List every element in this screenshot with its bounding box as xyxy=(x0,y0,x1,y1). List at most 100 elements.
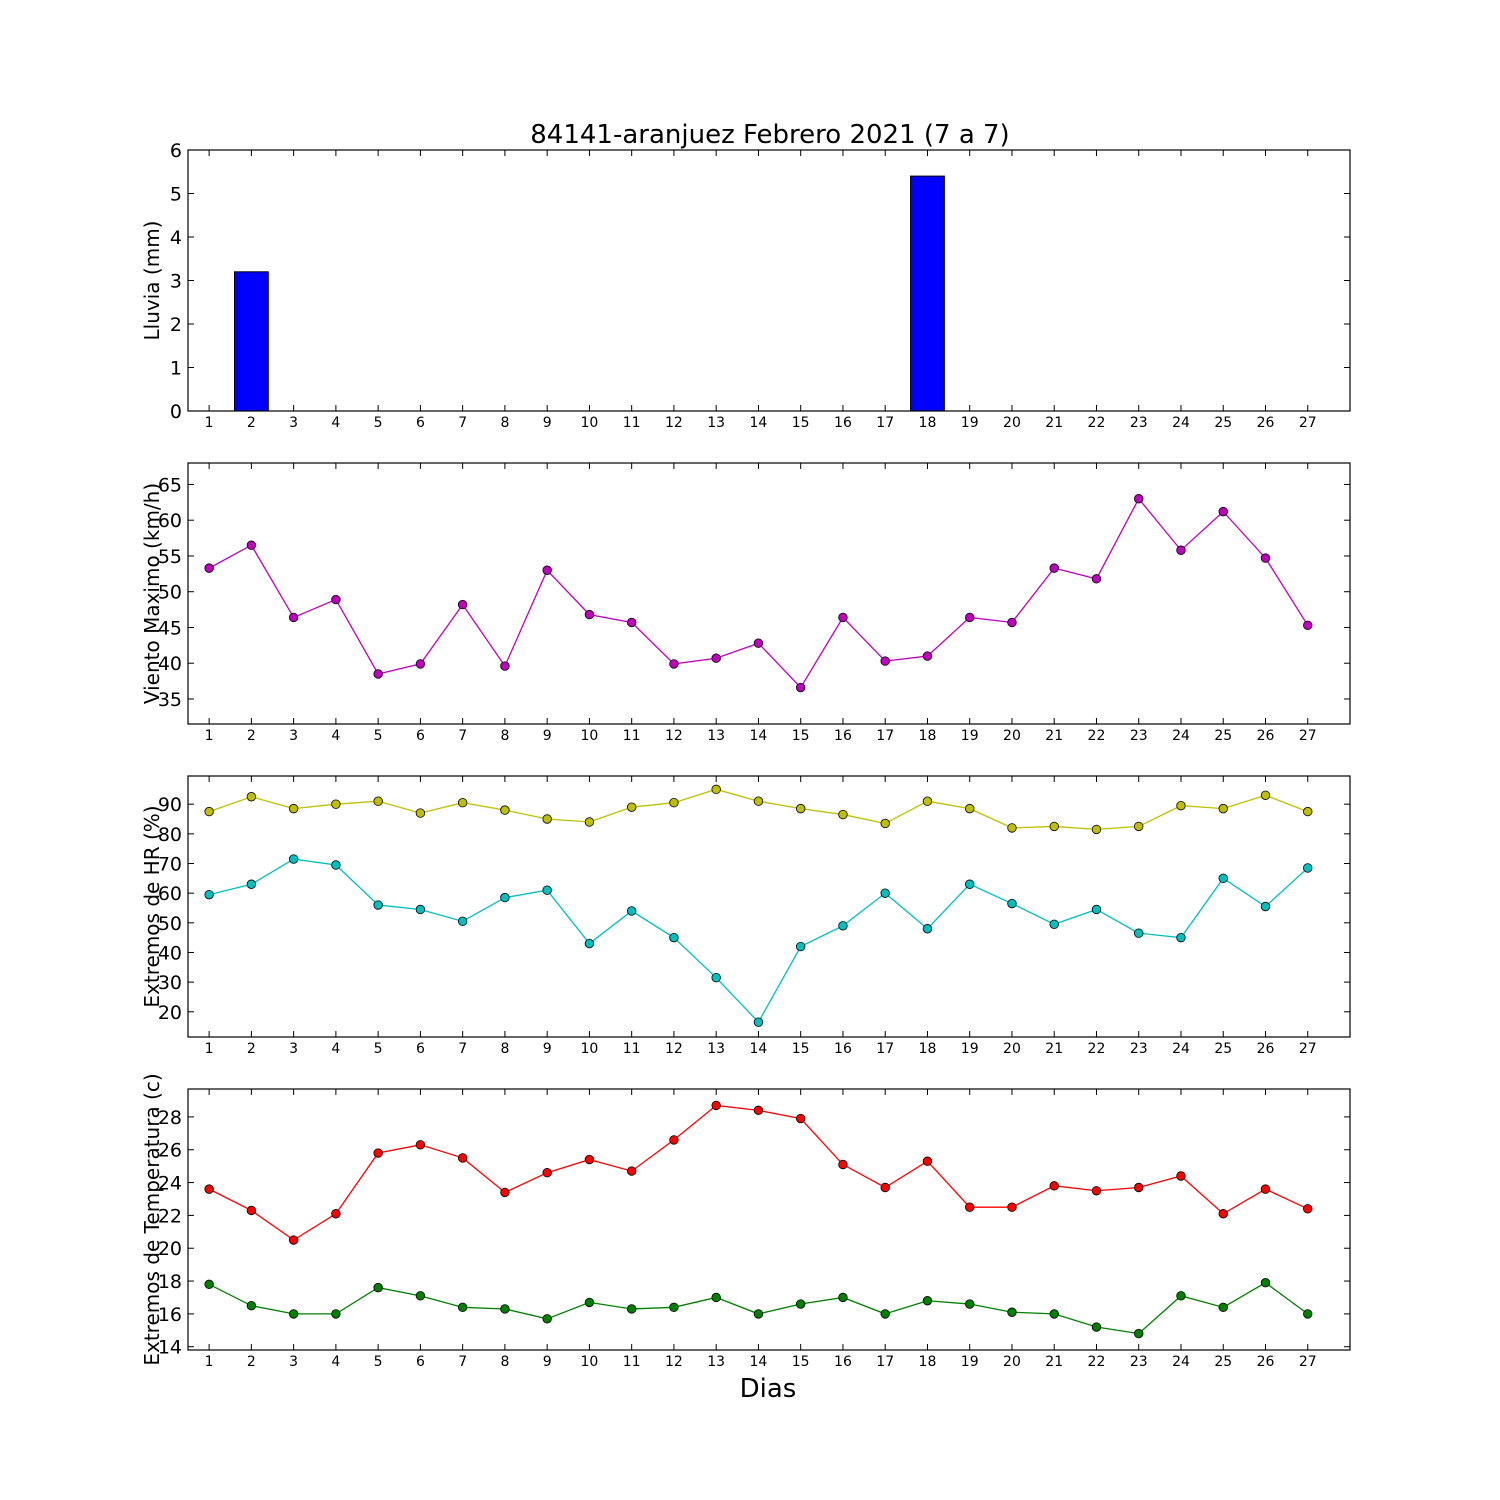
x-tick-label: 7 xyxy=(458,1354,467,1370)
series-2-point-day-10 xyxy=(584,1297,595,1308)
x-tick-label: 24 xyxy=(1172,1354,1190,1370)
series-2-point-day-7 xyxy=(457,1302,468,1313)
series-1-point-day-4 xyxy=(331,1209,341,1219)
x-tick-label: 1 xyxy=(205,1041,214,1057)
y-tick-label: 4 xyxy=(170,227,182,249)
x-tick-label: 25 xyxy=(1214,415,1232,431)
series-1-point-day-11 xyxy=(626,617,637,628)
series-1-point-day-3 xyxy=(288,612,299,623)
series-2-point-day-22 xyxy=(1091,904,1102,915)
series-1-point-day-27 xyxy=(1303,806,1313,817)
x-tick-label: 27 xyxy=(1299,1041,1317,1057)
series-1-point-day-17 xyxy=(880,656,890,666)
series-1-point-day-16 xyxy=(838,1159,848,1170)
x-tick-label: 11 xyxy=(623,1354,641,1370)
series-2-point-day-9 xyxy=(542,1314,552,1324)
x-tick-label: 4 xyxy=(331,415,340,431)
series-1-point-day-2 xyxy=(246,1205,257,1216)
x-tick-label: 17 xyxy=(876,415,894,431)
series-1-point-day-1 xyxy=(204,806,214,817)
x-tick-label: 11 xyxy=(623,1041,641,1057)
series-1-point-day-14 xyxy=(753,1105,764,1116)
x-tick-label: 10 xyxy=(581,415,599,431)
chart-title: 84141-aranjuez Febrero 2021 (7 a 7) xyxy=(530,120,1009,150)
x-tick-label: 2 xyxy=(247,415,256,431)
x-tick-label: 20 xyxy=(1003,415,1021,431)
x-tick-label: 26 xyxy=(1257,728,1275,744)
x-tick-label: 1 xyxy=(205,1354,214,1370)
series-2-point-day-8 xyxy=(500,1304,510,1314)
series-1-point-day-13 xyxy=(711,653,721,663)
y-tick-label: 70 xyxy=(158,853,182,875)
x-tick-label: 18 xyxy=(919,728,937,744)
y-tick-label: 18 xyxy=(158,1271,182,1293)
y-tick-label: 14 xyxy=(158,1337,182,1359)
x-tick-label: 15 xyxy=(792,1041,810,1057)
series-1-point-day-19 xyxy=(965,1202,975,1212)
series-1-point-day-20 xyxy=(1007,823,1017,833)
series-1-point-day-8 xyxy=(500,661,510,671)
series-1-point-day-26 xyxy=(1260,1184,1271,1194)
series-1-point-day-11 xyxy=(626,802,637,812)
series-2-point-day-12 xyxy=(669,932,679,943)
y-tick-label: 40 xyxy=(158,653,182,675)
series-1-point-day-9 xyxy=(542,1168,552,1178)
x-tick-label: 4 xyxy=(331,1354,340,1370)
x-tick-label: 22 xyxy=(1088,1041,1106,1057)
x-tick-label: 19 xyxy=(961,1041,979,1057)
x-tick-label: 14 xyxy=(750,415,768,431)
series-1-point-day-16 xyxy=(838,612,848,623)
series-1-point-day-12 xyxy=(669,797,679,808)
series-1-point-day-9 xyxy=(542,565,552,575)
series-1-point-day-14 xyxy=(753,796,764,806)
series-2-point-day-21 xyxy=(1049,919,1059,930)
x-tick-label: 27 xyxy=(1299,415,1317,431)
series-1-point-day-7 xyxy=(457,599,468,610)
x-tick-label: 18 xyxy=(919,415,937,431)
x-tick-label: 13 xyxy=(707,1354,725,1370)
series-2-point-day-26 xyxy=(1260,1277,1271,1288)
series-1-point-day-10 xyxy=(584,817,595,827)
series-1-point-day-22 xyxy=(1091,1186,1102,1196)
series-1-point-day-13 xyxy=(711,1100,721,1111)
series-2-point-day-8 xyxy=(500,892,510,903)
x-tick-label: 13 xyxy=(707,1041,725,1057)
x-tick-label: 19 xyxy=(961,1354,979,1370)
x-tick-label: 15 xyxy=(792,728,810,744)
series-2-point-day-4 xyxy=(331,860,341,870)
series-2-point-day-9 xyxy=(542,885,552,895)
x-tick-label: 16 xyxy=(834,1354,852,1370)
x-tick-label: 2 xyxy=(247,728,256,744)
series-2-point-day-27 xyxy=(1303,863,1313,873)
x-tick-label: 8 xyxy=(500,1354,509,1370)
x-tick-label: 18 xyxy=(919,1041,937,1057)
series-1-point-day-1 xyxy=(204,1184,214,1194)
x-tick-label: 6 xyxy=(416,1041,425,1057)
x-tick-label: 19 xyxy=(961,415,979,431)
series-2-point-day-18 xyxy=(922,924,933,934)
x-tick-label: 2 xyxy=(247,1041,256,1057)
series-1-point-day-10 xyxy=(584,609,595,620)
series-2-point-day-25 xyxy=(1218,873,1228,884)
x-tick-label: 21 xyxy=(1045,1041,1063,1057)
series-1-point-day-8 xyxy=(500,805,510,815)
y-tick-label: 6 xyxy=(170,140,182,162)
series-1-point-day-6 xyxy=(415,659,426,669)
y-axis-label: Viento Maximo (km/h) xyxy=(140,483,164,704)
x-tick-label: 21 xyxy=(1045,415,1063,431)
series-2-point-day-20 xyxy=(1007,1307,1017,1317)
x-tick-label: 8 xyxy=(500,415,509,431)
series-1-point-day-23 xyxy=(1134,821,1144,832)
series-2-point-day-22 xyxy=(1091,1322,1102,1332)
axes-frame xyxy=(187,1088,1351,1351)
x-tick-label: 3 xyxy=(289,1354,298,1370)
y-tick-label: 50 xyxy=(158,913,182,935)
series-2-point-day-5 xyxy=(373,1282,383,1293)
series-1-point-day-17 xyxy=(880,818,890,829)
series-2-point-day-15 xyxy=(795,941,806,952)
x-tick-label: 20 xyxy=(1003,1354,1021,1370)
series-1-point-day-20 xyxy=(1007,617,1017,628)
series-2-point-day-19 xyxy=(965,1299,975,1309)
series-2-point-day-24 xyxy=(1176,932,1186,943)
